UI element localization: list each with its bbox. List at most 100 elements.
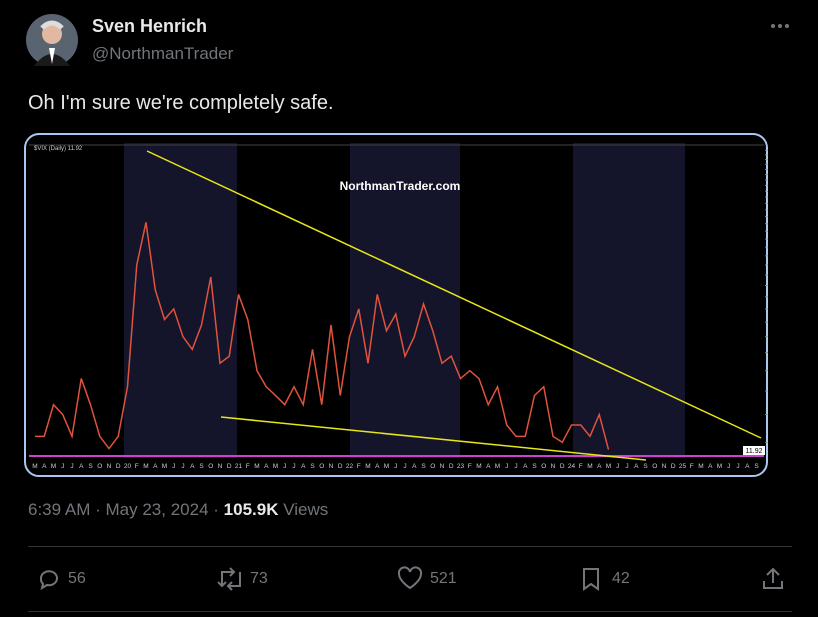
x-tick-label: J	[736, 463, 739, 470]
y-tick-label: 25.0	[766, 335, 768, 341]
y-tick-label: 42.5	[766, 254, 768, 260]
x-tick-label: A	[79, 463, 84, 470]
more-button[interactable]	[770, 18, 790, 34]
last-value-label: 11.92	[746, 448, 763, 455]
views-count: 105.9K	[223, 500, 279, 519]
y-tick-label: 50.0	[766, 229, 768, 235]
x-tick-label: A	[42, 463, 47, 470]
x-tick-label: A	[264, 463, 269, 470]
x-tick-label: J	[625, 463, 628, 470]
tweet-text: Oh I'm sure we're completely safe.	[28, 92, 334, 114]
x-tick-label: O	[430, 463, 435, 470]
bookmark-icon[interactable]	[580, 566, 604, 592]
timestamp: 6:39 AM · May 23, 2024 · 105.9K Views	[28, 500, 328, 520]
y-tick-label: 77.5	[766, 162, 768, 168]
reply-count[interactable]: 56	[68, 570, 86, 587]
x-tick-label: N	[440, 463, 445, 470]
x-tick-label: J	[181, 463, 184, 470]
x-tick-label: N	[107, 463, 112, 470]
avatar[interactable]	[26, 14, 78, 66]
y-tick-label: 12.5	[766, 440, 768, 446]
x-tick-label: O	[652, 463, 657, 470]
bookmark-count[interactable]: 42	[612, 570, 630, 587]
repost-count[interactable]: 73	[250, 570, 268, 587]
x-tick-label: J	[70, 463, 73, 470]
share-icon[interactable]	[760, 566, 786, 592]
reply-icon[interactable]	[36, 566, 62, 592]
x-tick-label: S	[199, 463, 204, 470]
watermark: NorthmanTrader.com	[340, 179, 461, 193]
price-line	[35, 222, 610, 450]
y-tick-label: 47.5	[766, 237, 768, 243]
author-handle[interactable]: @NorthmanTrader	[92, 44, 234, 63]
divider	[28, 611, 792, 612]
y-tick-label: 37.5	[766, 273, 768, 279]
x-tick-label: J	[292, 463, 295, 470]
x-tick-label: 23	[457, 463, 465, 470]
x-tick-label: D	[449, 463, 454, 470]
y-tick-label: 85.0	[766, 148, 768, 154]
like-count[interactable]: 521	[430, 570, 457, 587]
x-tick-label: S	[310, 463, 315, 470]
separator: ·	[95, 500, 101, 519]
y-tick-label: 45.0	[766, 245, 768, 251]
x-tick-label: S	[421, 463, 426, 470]
x-tick-label: M	[717, 463, 722, 470]
x-tick-label: M	[476, 463, 481, 470]
y-tick-label: 62.5	[766, 195, 768, 201]
y-tick-label: 67.5	[766, 183, 768, 189]
chart-title: $VIX (Daily) 11.92	[34, 146, 83, 152]
x-tick-label: A	[375, 463, 380, 470]
x-tick-label: M	[143, 463, 148, 470]
x-tick-label: D	[116, 463, 121, 470]
x-tick-label: M	[495, 463, 500, 470]
chart-image[interactable]: $VIX (Daily) 11.92 NorthmanTrader.com 11…	[24, 133, 768, 477]
divider	[28, 546, 792, 547]
like-icon[interactable]	[396, 566, 424, 592]
x-tick-label: A	[708, 463, 713, 470]
x-tick-label: A	[597, 463, 602, 470]
views-label: Views	[283, 500, 329, 519]
y-tick-label: 40.0	[766, 263, 768, 269]
x-tick-label: F	[357, 463, 361, 470]
x-tick-label: M	[384, 463, 389, 470]
x-tick-label: J	[616, 463, 619, 470]
repost-icon[interactable]	[216, 566, 246, 592]
x-tick-label: D	[227, 463, 232, 470]
x-tick-label: J	[403, 463, 406, 470]
x-tick-label: A	[634, 463, 639, 470]
x-tick-label: A	[745, 463, 750, 470]
x-tick-label: M	[51, 463, 56, 470]
y-tick-label: 52.5	[766, 222, 768, 228]
author-name[interactable]: Sven Henrich	[92, 16, 208, 36]
x-tick-label: S	[754, 463, 759, 470]
y-tick-label: 35.0	[766, 283, 768, 289]
time[interactable]: 6:39 AM	[28, 500, 91, 519]
x-tick-label: J	[61, 463, 64, 470]
y-tick-label: 15.0	[766, 413, 768, 419]
x-tick-label: M	[698, 463, 703, 470]
y-tick-label: 70.0	[766, 178, 768, 184]
x-tick-label: J	[514, 463, 517, 470]
y-tick-label: 60.0	[766, 201, 768, 207]
x-tick-label: 22	[346, 463, 354, 470]
x-tick-label: M	[162, 463, 167, 470]
y-tick-label: 55.0	[766, 215, 768, 221]
x-tick-label: M	[254, 463, 259, 470]
y-tick-label: 30.0	[766, 307, 768, 313]
x-tick-label: 20	[124, 463, 132, 470]
x-tick-label: M	[32, 463, 37, 470]
x-tick-label: A	[301, 463, 306, 470]
x-tick-label: F	[246, 463, 250, 470]
x-tick-label: A	[412, 463, 417, 470]
date[interactable]: May 23, 2024	[105, 500, 209, 519]
x-tick-label: M	[273, 463, 278, 470]
x-tick-label: O	[319, 463, 324, 470]
x-tick-label: N	[329, 463, 334, 470]
x-tick-label: J	[727, 463, 730, 470]
y-tick-label: 22.5	[766, 351, 768, 357]
x-tick-label: M	[587, 463, 592, 470]
x-tick-label: A	[153, 463, 158, 470]
x-tick-label: A	[523, 463, 528, 470]
